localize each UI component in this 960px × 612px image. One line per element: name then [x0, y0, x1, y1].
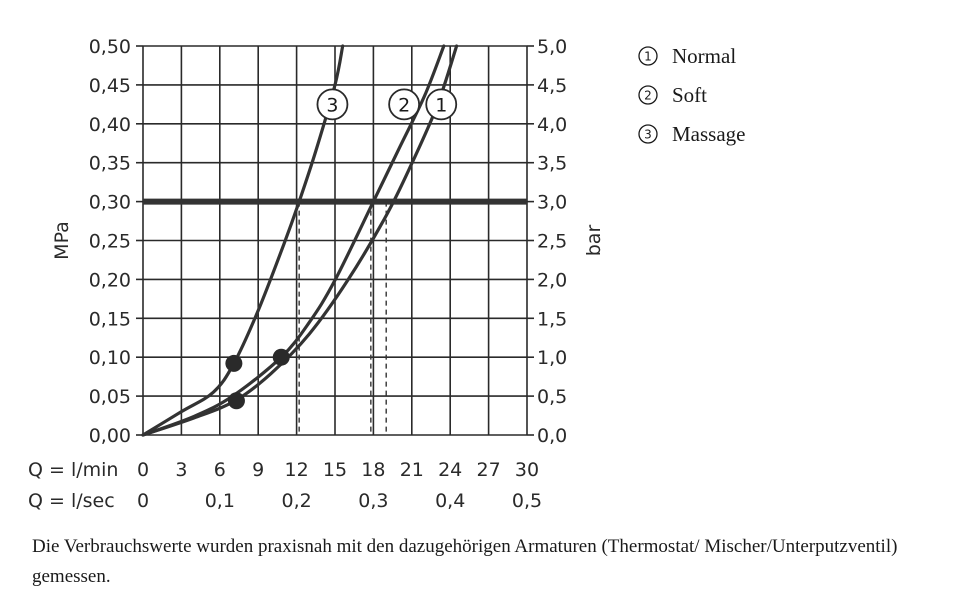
y-left-tick-label: 0,30: [89, 192, 131, 214]
y-right-tick-label: 0,0: [537, 425, 567, 447]
series-line-soft: [141, 44, 446, 437]
curve-label-circle: [316, 88, 349, 121]
y-left-tick-label: 0,35: [89, 153, 131, 175]
x-lmin-tick-label: 27: [477, 459, 501, 481]
y-right-tick-label: 0,5: [537, 386, 567, 408]
x-lsec-tick-label: 0,3: [358, 490, 388, 512]
y-left-tick-label: 0,20: [89, 269, 131, 291]
x-lmin-tick-label: 30: [515, 459, 539, 481]
legend-label: Massage: [672, 122, 745, 146]
legend-label: Normal: [672, 44, 736, 68]
y-right-tick-label: 3,5: [537, 153, 567, 175]
y-left-tick-label: 0,45: [89, 75, 131, 97]
legend-number-circle: [638, 46, 658, 66]
x-lmin-tick-label: 15: [323, 459, 347, 481]
legend-label: Soft: [672, 83, 707, 107]
data-point-marker: [225, 354, 243, 372]
legend-number: 2: [644, 89, 652, 103]
curve-label-number: 2: [398, 94, 410, 116]
y-right-tick-label: 4,0: [537, 114, 567, 136]
x-lsec-tick-label: 0,2: [281, 490, 311, 512]
x-lmin-tick-label: 12: [285, 459, 309, 481]
x-lmin-axis-label: Q = l/min: [28, 459, 118, 481]
legend-number: 1: [644, 50, 652, 64]
y-right-tick-label: 3,0: [537, 192, 567, 214]
x-lmin-tick-label: 24: [438, 459, 462, 481]
data-point-marker: [227, 392, 245, 410]
y-left-tick-label: 0,15: [89, 308, 131, 330]
y-right-tick-label: 5,0: [537, 36, 567, 58]
legend-number: 3: [644, 128, 652, 142]
series-line-normal: [141, 44, 459, 437]
x-lsec-tick-label: 0,1: [205, 490, 235, 512]
y-right-axis-title: bar: [583, 225, 605, 257]
x-lmin-tick-label: 3: [175, 459, 187, 481]
y-left-tick-label: 0,40: [89, 114, 131, 136]
curve-label-circle: [388, 88, 421, 121]
x-lmin-tick-label: 0: [137, 459, 149, 481]
curve-label-number: 1: [435, 94, 447, 116]
y-right-tick-label: 1,0: [537, 347, 567, 369]
y-left-tick-label: 0,25: [89, 231, 131, 253]
y-right-tick-label: 1,5: [537, 308, 567, 330]
curve-label-circle: [425, 88, 458, 121]
legend-number-circle: [638, 124, 658, 144]
data-point-marker: [272, 348, 290, 366]
x-lsec-axis-label: Q = l/sec: [28, 490, 115, 512]
y-left-axis-title: MPa: [51, 221, 73, 260]
x-lsec-tick-label: 0,5: [512, 490, 542, 512]
legend-number-circle: [638, 85, 658, 105]
x-lmin-tick-label: 6: [214, 459, 226, 481]
x-lmin-tick-label: 9: [252, 459, 264, 481]
x-lsec-tick-label: 0: [137, 490, 149, 512]
curve-label-number: 3: [326, 94, 338, 116]
y-right-tick-label: 4,5: [537, 75, 567, 97]
footnote: Die Verbrauchswerte wurden praxisnah mit…: [32, 536, 898, 587]
x-lmin-tick-label: 21: [400, 459, 424, 481]
chart-svg: 0,00 0,00,05 0,50,10 1,00,15 1,50,20 2,00,25 2…: [28, 36, 745, 512]
x-lsec-tick-label: 0,4: [435, 490, 465, 512]
y-right-tick-label: 2,5: [537, 231, 567, 253]
y-right-tick-label: 2,0: [537, 269, 567, 291]
y-left-tick-label: 0,50: [89, 36, 131, 58]
y-left-tick-label: 0,10: [89, 347, 131, 369]
y-left-tick-label: 0,05: [89, 386, 131, 408]
y-left-tick-label: 0,00: [89, 425, 131, 447]
x-lmin-tick-label: 18: [361, 459, 385, 481]
